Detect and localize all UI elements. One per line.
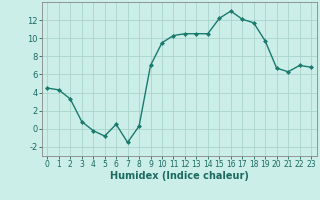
X-axis label: Humidex (Indice chaleur): Humidex (Indice chaleur)	[110, 171, 249, 181]
